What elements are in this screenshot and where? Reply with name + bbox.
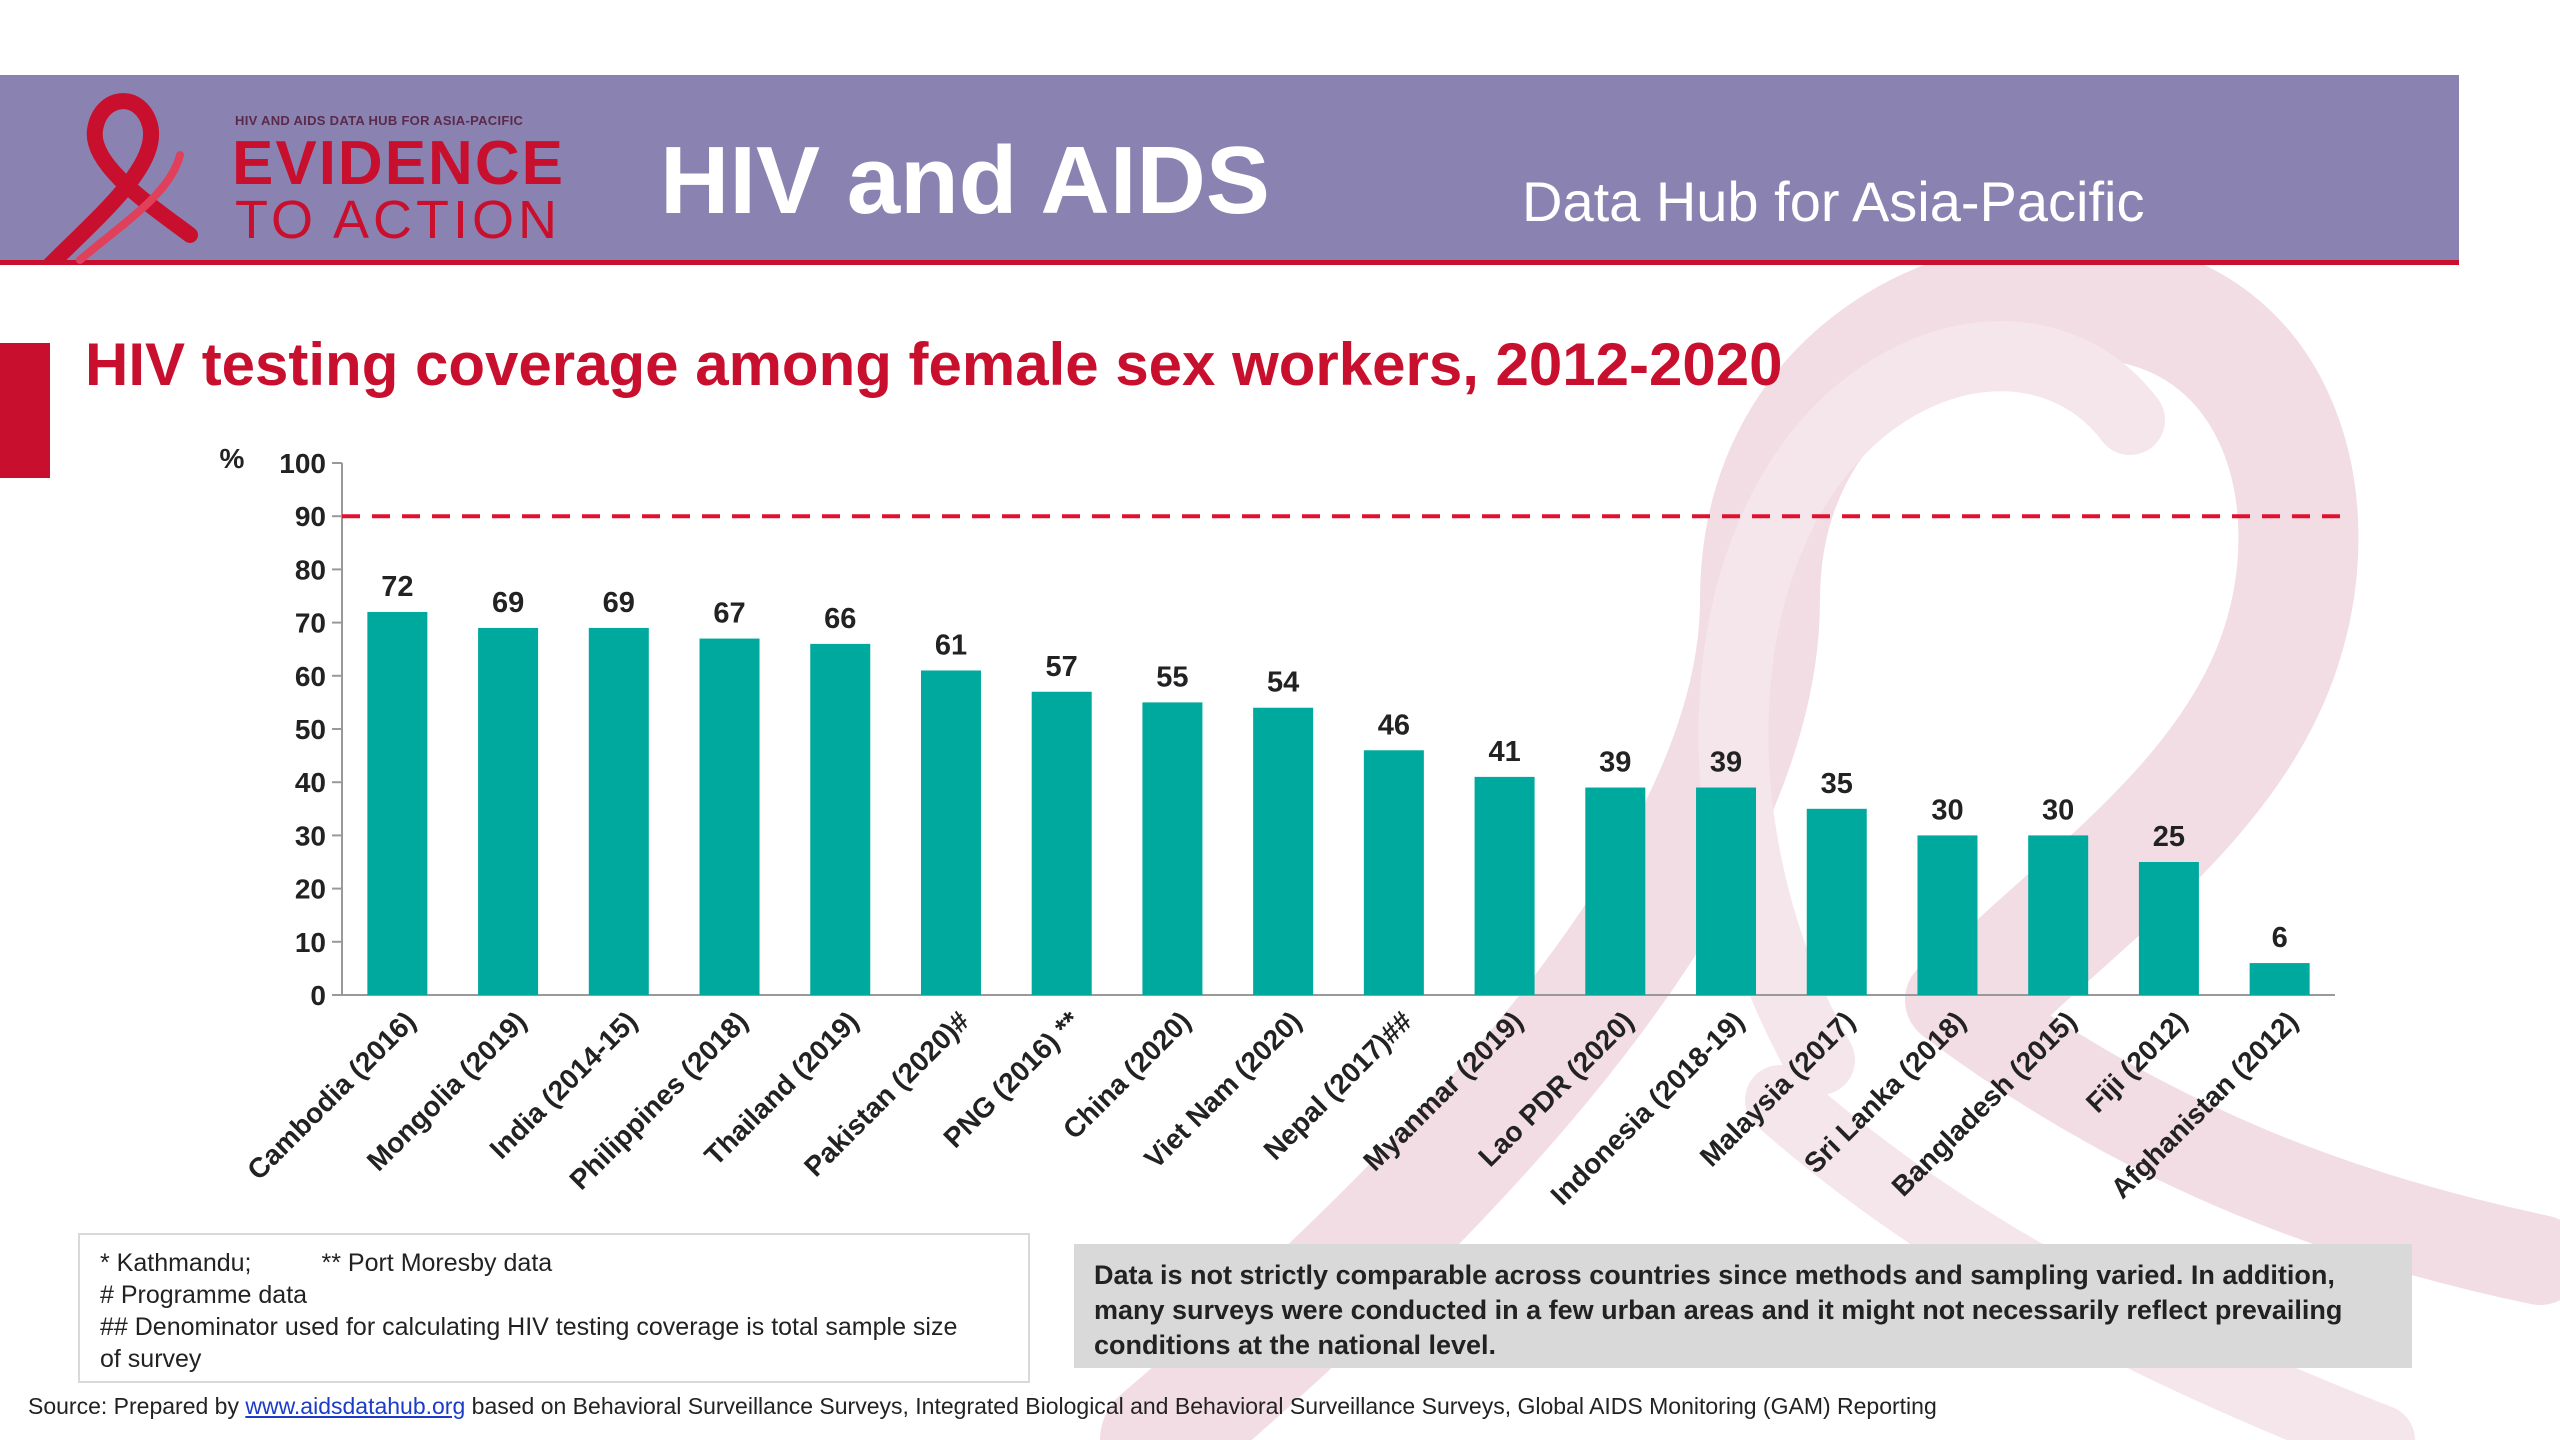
bar — [1031, 691, 1092, 995]
bar-value-label: 69 — [492, 587, 524, 619]
bar-value-label: 30 — [2042, 794, 2074, 826]
bar — [1363, 750, 1424, 995]
bar-value-label: 57 — [1046, 651, 1078, 683]
bar-value-label: 61 — [935, 629, 967, 661]
x-category-label: Fiji (2012) — [2080, 1005, 2193, 1118]
bar-value-label: 69 — [603, 587, 635, 619]
y-tick-label: 50 — [295, 714, 326, 745]
header-banner: HIV AND AIDS DATA HUB FOR ASIA-PACIFIC E… — [0, 75, 2459, 265]
bar-value-label: 41 — [1488, 736, 1520, 768]
bar-value-label: 25 — [2153, 821, 2185, 853]
bar-value-label: 66 — [824, 603, 856, 635]
footnote-port-moresby: ** Port Moresby data — [321, 1249, 553, 1277]
red-ribbon-icon — [42, 93, 198, 265]
header-title: HIV and AIDS — [660, 127, 1270, 234]
bar-value-label: 72 — [381, 571, 413, 603]
bar — [1696, 787, 1757, 995]
bar — [1585, 787, 1646, 995]
bar — [1474, 776, 1535, 995]
y-tick-label: 0 — [310, 980, 326, 1011]
bar-value-label: 30 — [1931, 794, 1963, 826]
y-tick-label: 10 — [295, 927, 326, 958]
footnotes-box: * Kathmandu; ** Port Moresby data # Progr… — [78, 1233, 1030, 1383]
bar — [1806, 808, 1867, 995]
chart-title: HIV testing coverage among female sex wo… — [85, 331, 1783, 398]
y-axis-unit-label: % — [220, 443, 245, 474]
source-prefix: Source: Prepared by — [28, 1393, 246, 1419]
bar-value-label: 55 — [1156, 661, 1188, 693]
bar — [588, 627, 649, 995]
footnote-programme-data: # Programme data — [100, 1281, 308, 1309]
logo: HIV AND AIDS DATA HUB FOR ASIA-PACIFIC E… — [40, 85, 600, 265]
y-tick-label: 100 — [279, 448, 326, 479]
bar-value-label: 46 — [1378, 709, 1410, 741]
caveat-box: Data is not strictly comparable across c… — [1074, 1244, 2412, 1368]
logo-tagline: HIV AND AIDS DATA HUB FOR ASIA-PACIFIC — [235, 113, 524, 128]
bar — [810, 643, 871, 995]
x-category-label: Afghanistan (2012) — [2105, 1005, 2304, 1204]
bar — [920, 670, 981, 995]
bar — [2028, 835, 2089, 995]
bar-value-label: 39 — [1710, 747, 1742, 779]
logo-to-action-text: TO ACTION — [235, 190, 562, 250]
bar — [699, 638, 760, 995]
bar — [1917, 835, 1978, 995]
y-tick-label: 40 — [295, 767, 326, 798]
footnote-denominator: ## Denominator used for calculating HIV … — [100, 1313, 958, 1341]
bar — [1253, 707, 1314, 995]
bar — [1142, 702, 1203, 995]
bar-value-label: 39 — [1599, 747, 1631, 779]
y-tick-label: 20 — [295, 874, 326, 905]
y-tick-label: 60 — [295, 661, 326, 692]
source-line: Source: Prepared by www.aidsdatahub.org … — [28, 1393, 1937, 1420]
footnote-kathmandu: * Kathmandu; — [100, 1249, 252, 1277]
bar — [367, 611, 428, 995]
y-tick-label: 70 — [295, 608, 326, 639]
y-tick-label: 30 — [295, 820, 326, 851]
bar-value-label: 6 — [2272, 922, 2288, 954]
y-tick-label: 90 — [295, 501, 326, 532]
logo-evidence-text: EVIDENCE — [232, 129, 565, 198]
bar — [2249, 963, 2310, 995]
footnote-denominator-cont: of survey — [100, 1345, 202, 1373]
y-tick-label: 80 — [295, 554, 326, 585]
bar — [478, 627, 539, 995]
bar — [2138, 862, 2199, 995]
header-subtitle: Data Hub for Asia-Pacific — [1522, 170, 2145, 233]
bar-value-label: 67 — [713, 598, 745, 630]
title-accent-block — [0, 343, 50, 478]
source-suffix: based on Behavioral Surveillance Surveys… — [465, 1393, 1937, 1419]
bar-value-label: 35 — [1821, 768, 1853, 800]
bar-value-label: 54 — [1267, 667, 1299, 699]
x-category-label: Indonesia (2018-19) — [1545, 1005, 1751, 1211]
source-link[interactable]: www.aidsdatahub.org — [245, 1393, 466, 1419]
x-category-label: Bangladesh (2015) — [1886, 1005, 2083, 1202]
